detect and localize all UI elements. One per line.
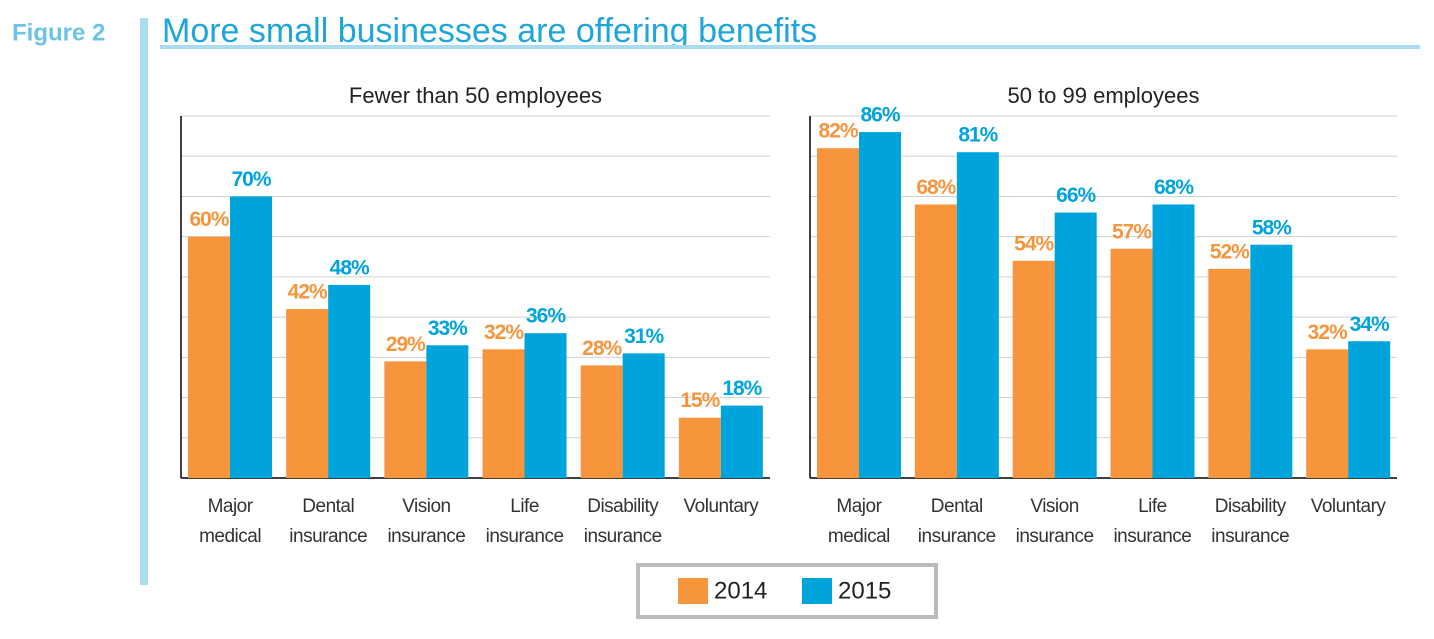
- x-tick-label: Dental insurance: [917, 496, 996, 547]
- chart-subtitle: Fewer than 50 employees: [349, 83, 602, 108]
- value-label: 31%: [624, 325, 664, 348]
- bar: [188, 236, 230, 478]
- figure-title: More small businesses are offering benef…: [162, 12, 817, 50]
- value-label: 32%: [484, 321, 524, 344]
- bar: [426, 345, 469, 478]
- value-label: 54%: [1014, 232, 1054, 255]
- x-tick-label: Life insurance: [485, 496, 564, 547]
- x-tick-label: Disability insurance: [583, 496, 662, 547]
- legend-label: 2015: [838, 577, 891, 604]
- value-label: 34%: [1350, 313, 1390, 336]
- bar: [622, 353, 665, 478]
- value-label: 68%: [1154, 176, 1194, 199]
- value-label: 29%: [386, 333, 426, 356]
- figure-label: Figure 2: [12, 19, 105, 46]
- legend-label: 2014: [714, 577, 767, 604]
- bar: [956, 152, 999, 478]
- value-label: 60%: [189, 208, 229, 231]
- bar: [720, 405, 763, 478]
- bar: [1208, 268, 1251, 478]
- legend-swatch: [802, 578, 832, 604]
- bar: [1054, 212, 1097, 479]
- x-tick-label: Disability insurance: [1211, 496, 1290, 547]
- bar: [859, 132, 901, 479]
- value-label: 18%: [722, 377, 762, 400]
- accent-bar: [140, 18, 148, 585]
- value-label: 36%: [526, 305, 566, 328]
- bar: [328, 284, 371, 478]
- value-label: 42%: [288, 281, 328, 304]
- bar: [817, 148, 859, 478]
- bar: [230, 196, 272, 478]
- legend-box: [636, 563, 938, 619]
- value-label: 66%: [1056, 184, 1096, 207]
- bar: [1152, 204, 1195, 478]
- x-tick-label: Major medical: [199, 496, 262, 547]
- value-label: 68%: [916, 176, 956, 199]
- x-tick-label: Voluntary: [683, 496, 759, 517]
- bar: [580, 365, 623, 478]
- value-label: 33%: [428, 317, 468, 340]
- value-label: 58%: [1252, 216, 1292, 239]
- bar: [482, 349, 525, 478]
- bar: [286, 309, 329, 478]
- bar: [384, 361, 427, 478]
- value-label: 52%: [1210, 240, 1250, 263]
- value-label: 28%: [582, 337, 622, 360]
- bar: [524, 333, 567, 478]
- legend-swatch: [678, 578, 708, 604]
- bar: [1110, 248, 1153, 478]
- value-label: 82%: [818, 120, 858, 143]
- value-label: 32%: [1308, 321, 1348, 344]
- x-tick-label: Voluntary: [1310, 496, 1386, 517]
- value-label: 48%: [330, 256, 370, 279]
- x-tick-label: Life insurance: [1113, 496, 1192, 547]
- bar: [914, 204, 957, 478]
- x-tick-label: Vision insurance: [1015, 496, 1094, 547]
- bar: [678, 417, 721, 478]
- value-label: 86%: [860, 104, 900, 127]
- value-label: 70%: [231, 168, 271, 191]
- bar: [1250, 244, 1293, 478]
- title-rule: [160, 45, 1420, 49]
- value-label: 15%: [680, 389, 720, 412]
- value-label: 81%: [958, 124, 998, 147]
- bar: [1348, 341, 1391, 478]
- chart-subtitle: 50 to 99 employees: [1007, 83, 1199, 108]
- x-tick-label: Vision insurance: [387, 496, 466, 547]
- value-label: 57%: [1112, 220, 1152, 243]
- x-tick-label: Dental insurance: [289, 496, 368, 547]
- bar: [1012, 260, 1055, 478]
- bar: [1306, 349, 1349, 478]
- x-tick-label: Major medical: [827, 496, 890, 547]
